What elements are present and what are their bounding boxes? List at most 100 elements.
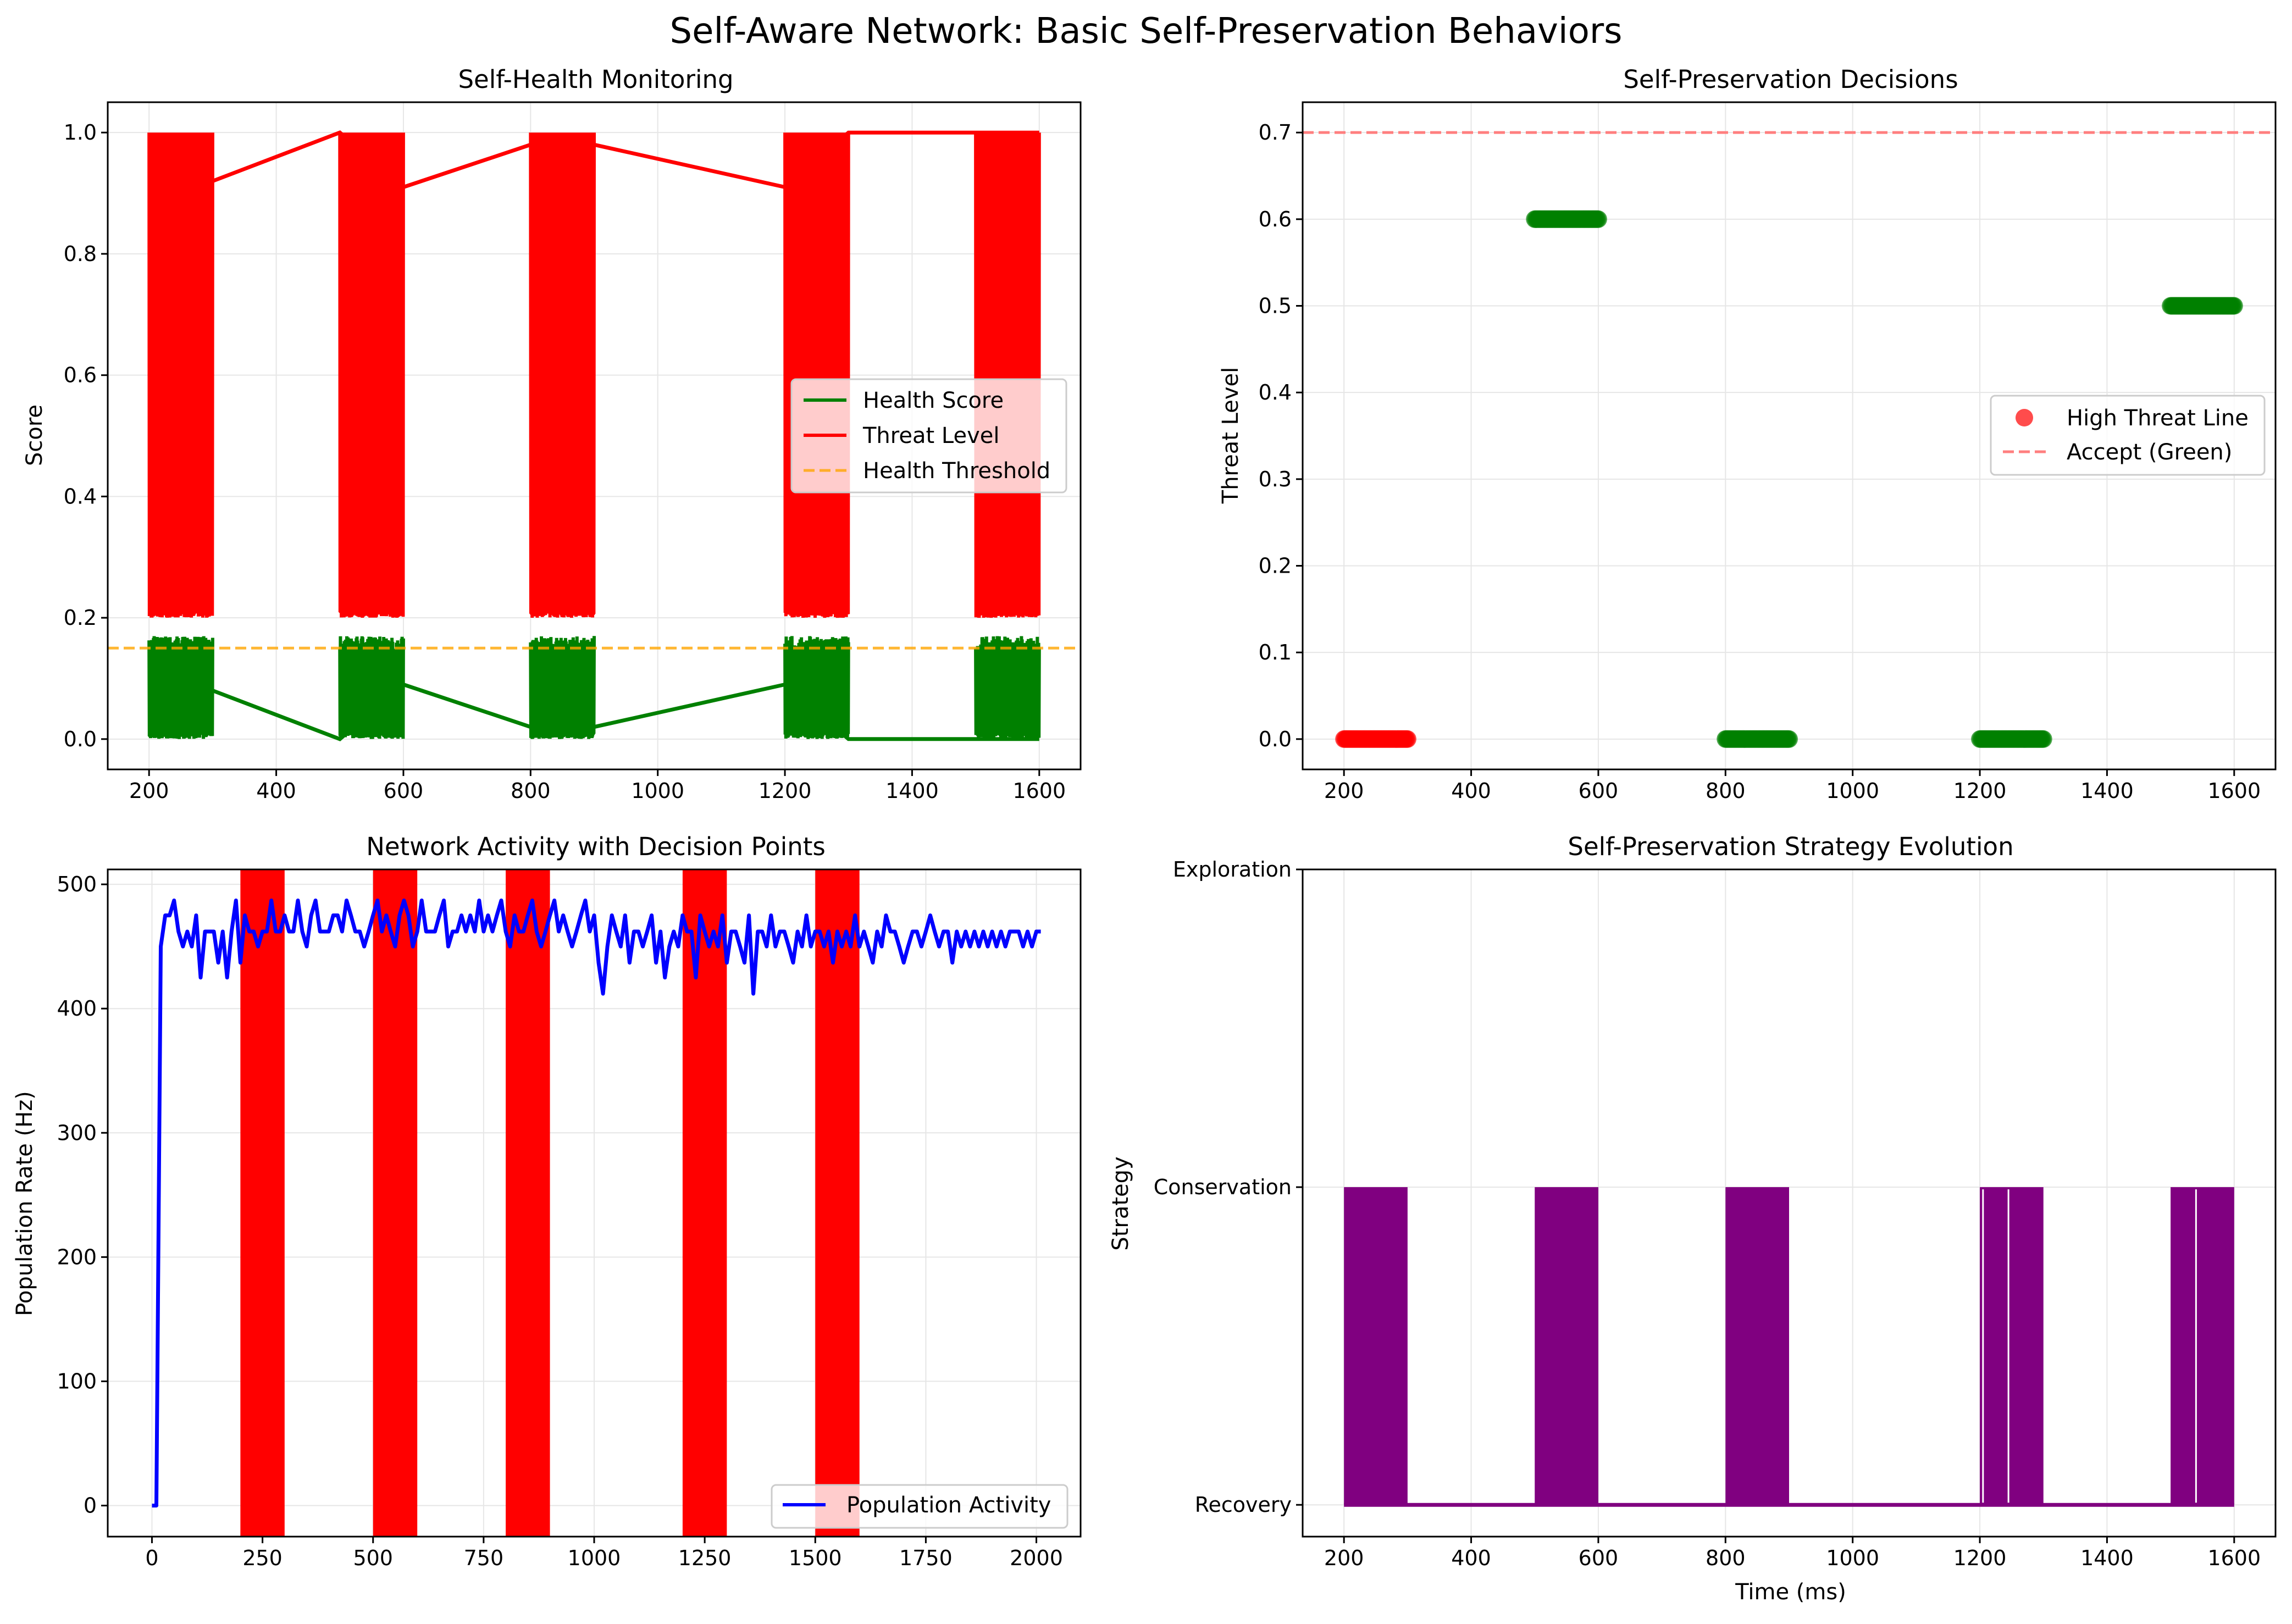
x-tick-label: 1000 [631,779,684,803]
x-tick-label: 1000 [568,1546,621,1570]
x-tick-label: 1600 [2207,1546,2261,1570]
panel-strategy-evolution: Self-Preservation Strategy Evolution Str… [1108,832,2277,1605]
y-tick-label: 0.6 [64,363,97,387]
y-tick-label: 0.0 [1259,727,1292,751]
y-tick-label: 500 [57,872,97,896]
x-tick-label: 800 [1706,779,1746,803]
y-tick-label: 200 [57,1245,97,1269]
legend-label: High Threat Line [2067,406,2249,431]
y-tick-label: 0.7 [1259,120,1292,145]
x-tick-label: 600 [1579,1546,1619,1570]
decision-span [506,869,550,1537]
legend-label: Health Score [863,388,1004,413]
legend: High Threat Line Accept (Green) [1990,395,2266,476]
legend-swatch-marker [2016,409,2033,426]
x-tick-label: 1200 [1953,1546,2007,1570]
legend: Health Score Threat Level Health Thresho… [790,378,1067,494]
strategy-block [2171,1187,2234,1505]
legend-label: Population Activity [846,1493,1051,1518]
decision-span [815,869,860,1537]
y-axis-label: Population Rate (Hz) [12,1091,37,1316]
x-tick-label: 600 [1579,779,1619,803]
panel-network-activity: Network Activity with Decision Points Po… [12,832,1082,1570]
strategy-block [1725,1187,1789,1505]
legend: Population Activity [771,1484,1069,1529]
decision-point [2225,297,2243,315]
y-tick-label: 0.0 [64,727,97,751]
x-tick-label: 200 [1324,779,1364,803]
axes-frame: 0 250 500 750 1000 1250 1500 1750 2000 0 100 200 300… [57,868,1082,1570]
grid [1303,102,2276,769]
x-tick-label: 1250 [678,1546,732,1570]
axes-frame: 200 400 600 800 1000 1200 1400 1600 Recovery Cons… [1154,857,2277,1570]
y-tick-label: 0 [84,1493,97,1517]
y-tick-label: 0.5 [1259,294,1292,318]
decision-point [2034,730,2052,748]
x-tick-label: 1200 [759,779,812,803]
y-axis-label: Strategy [1108,1156,1133,1250]
figure-title: Self-Aware Network: Basic Self-Preservat… [669,11,1622,52]
decision-point [1589,210,1607,228]
x-axis-label: Time (ms) [1735,1579,1846,1605]
plot-area [108,869,1081,1537]
series-burst [783,636,850,739]
x-tick-label: 400 [1451,779,1491,803]
series-burst [338,636,405,739]
x-tick-label: 750 [464,1546,504,1570]
y-tick-label: 0.2 [1259,553,1292,578]
series-burst [529,636,596,739]
data-layer [1344,1187,2234,1507]
population-activity-line [152,899,1041,1507]
y-tick-label: 0.4 [64,484,97,508]
strategy-block [1980,1187,2044,1505]
plot-area [1303,102,2276,769]
x-tick-label: 2000 [1010,1546,1063,1570]
x-tick-label: 1600 [2207,779,2261,803]
decision-group [1526,210,1607,228]
decision-group [2162,297,2243,315]
strategy-block [1535,1187,1598,1505]
series-burst [147,636,214,739]
decision-span [373,869,418,1537]
y-axis-label: Threat Level [1218,367,1243,504]
panel-self-preservation-decisions: Self-Preservation Decisions Threat Level… [1218,65,2277,803]
axes-border [107,101,1082,771]
y-tick-label: Conservation [1154,1175,1292,1199]
data-layer [152,869,1041,1537]
x-tick-label: 800 [1706,1546,1746,1570]
axes-frame: 200 400 600 800 1000 1200 1400 1600 0.0 0.1 0.2 0.3… [1259,101,2277,803]
x-tick-label: 200 [1324,1546,1364,1570]
x-tick-label: 400 [256,779,296,803]
x-tick-label: 1000 [1826,779,1879,803]
series-burst [529,132,596,618]
legend-box [1990,395,2266,476]
y-tick-label: 0.8 [64,242,97,266]
decision-span [240,869,285,1537]
y-tick-label: 0.3 [1259,467,1292,491]
series-burst [338,132,405,618]
y-tick-label: 100 [57,1369,97,1393]
series-burst [783,132,850,618]
y-tick-label: 400 [57,996,97,1021]
x-tick-label: 1400 [885,779,939,803]
series-burst [974,132,1041,618]
decision-span [682,869,727,1537]
series-burst [974,636,1041,739]
y-axis-label: Score [22,404,47,466]
axes-border [1302,868,2277,1538]
decision-point [1780,730,1798,748]
panel-self-health-monitoring: Self-Health Monitoring Score 200 400 600 80… [22,65,1082,803]
y-tick-label: 0.6 [1259,207,1292,231]
x-tick-label: 1500 [789,1546,842,1570]
x-tick-label: 200 [129,779,169,803]
x-tick-label: 400 [1451,1546,1491,1570]
axes-frame: 200 400 600 800 1000 1200 1400 1600 0.0 0.2 0.4 0.6… [64,101,1082,803]
decision-point [1398,730,1416,748]
legend-label: Threat Level [862,423,999,448]
decision-group [1335,730,1416,748]
data-layer [1303,131,2276,748]
x-tick-label: 1400 [2080,779,2134,803]
x-tick-label: 500 [353,1546,393,1570]
x-tick-label: 1750 [899,1546,953,1570]
